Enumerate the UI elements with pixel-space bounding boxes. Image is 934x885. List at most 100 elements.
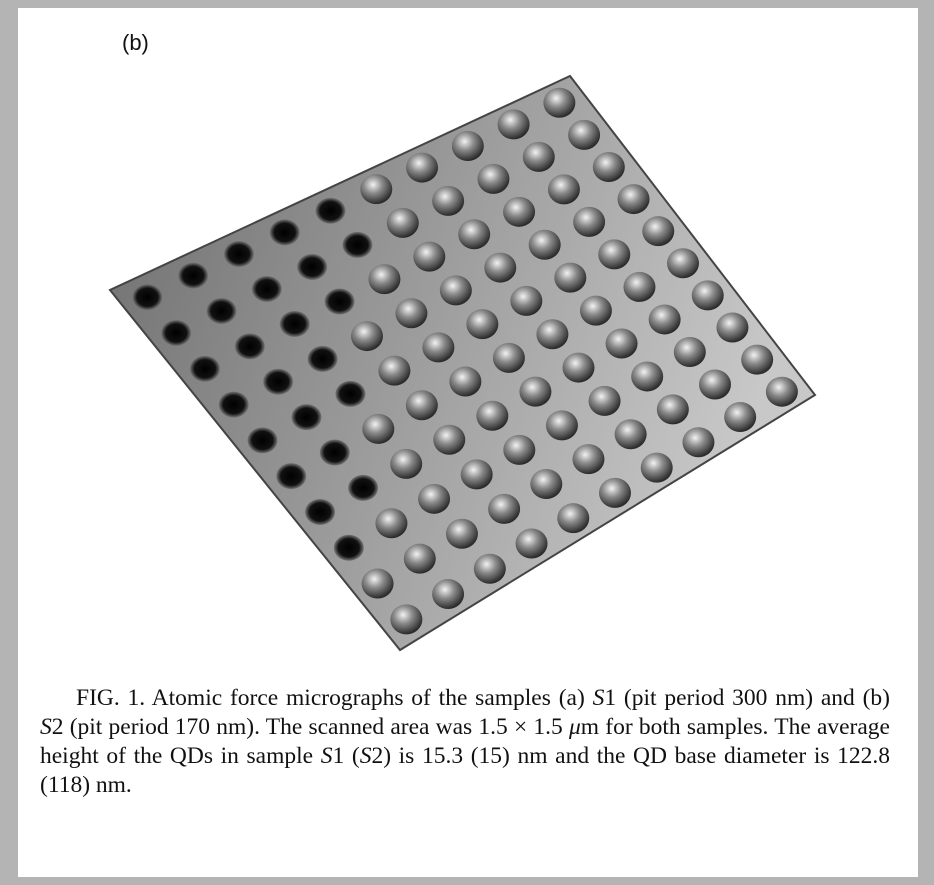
dot [458,219,491,250]
dot [673,336,706,367]
dot [614,419,647,450]
caption-text: FIG. 1. Atomic force micrographs of the … [76,685,593,711]
caption: FIG. 1. Atomic force micrographs of the … [40,684,890,800]
dot [492,342,525,373]
dot [698,369,731,400]
dot [598,239,631,270]
dot [466,309,499,340]
dot [716,312,749,343]
dot [519,376,552,407]
caption-italic: S [359,743,372,769]
dot [642,216,675,247]
pit [335,380,366,407]
dot [573,206,606,237]
pit [276,463,307,490]
dot [545,410,578,441]
dot [488,493,521,524]
dot [375,508,408,539]
dot [510,285,543,316]
dot [497,109,530,140]
pit [218,391,249,418]
pit [263,368,294,395]
afm-image [108,74,817,652]
dot [418,483,451,514]
dot [422,332,455,363]
caption-italic: μ [569,714,581,740]
dot [439,275,472,306]
caption-text: m for both samples. The average height o… [40,714,890,769]
dot [484,252,517,283]
dot [666,248,699,279]
dot [368,264,401,295]
dot [547,174,580,205]
dot [592,151,625,182]
dot [360,174,393,205]
dot [640,452,673,483]
dot [378,355,411,386]
dot [543,87,576,118]
caption-text: 1 (pit period 300 nm) and (b) [604,685,890,711]
dot [623,271,656,302]
pit [206,297,237,324]
dot [617,184,650,215]
pit [223,240,254,267]
dot [741,344,774,375]
dot [598,477,631,508]
pit [333,534,364,561]
dot [568,119,601,150]
dot [682,427,715,458]
pit [279,310,310,337]
dot [445,518,478,549]
pit [269,219,300,246]
pit [161,319,192,346]
pit [342,231,373,258]
dot [361,568,394,599]
dot [656,394,689,425]
dot [477,163,510,194]
dot [390,604,423,635]
dot [362,413,395,444]
pit [305,498,336,525]
pit [234,333,265,360]
pit [132,284,163,311]
pit [189,355,220,382]
dot [503,434,536,465]
pit [324,288,355,315]
dot [460,459,493,490]
pit [291,404,322,431]
caption-text: 1 ( [332,743,360,769]
dot [432,185,465,216]
caption-text: 2 (pit period 170 nm). The scanned area … [51,714,569,740]
dot [432,579,465,610]
caption-text: 2) is 15.3 (15) nm and the QD base diame… [40,743,891,798]
dot [588,385,621,416]
dot [557,503,590,534]
caption-italic: S [40,714,52,740]
dot [515,528,548,559]
dot [554,262,587,293]
dot [572,444,605,475]
dot [405,390,438,421]
dot [451,130,484,161]
dot [631,361,664,392]
caption-italic: S [320,743,333,769]
dot [395,298,428,329]
dot [648,304,681,335]
dot [536,319,569,350]
pit [178,262,209,289]
caption-italic: S [592,685,605,711]
pit [319,439,350,466]
dot [406,152,439,183]
dot [562,352,595,383]
pit [348,474,379,501]
dots [132,87,798,635]
dot [449,366,482,397]
panel-label: (b) [122,30,149,55]
pit [247,427,278,454]
dot [476,400,509,431]
pit [251,275,282,302]
dot [473,553,506,584]
dot [724,401,757,432]
dot [605,328,638,359]
